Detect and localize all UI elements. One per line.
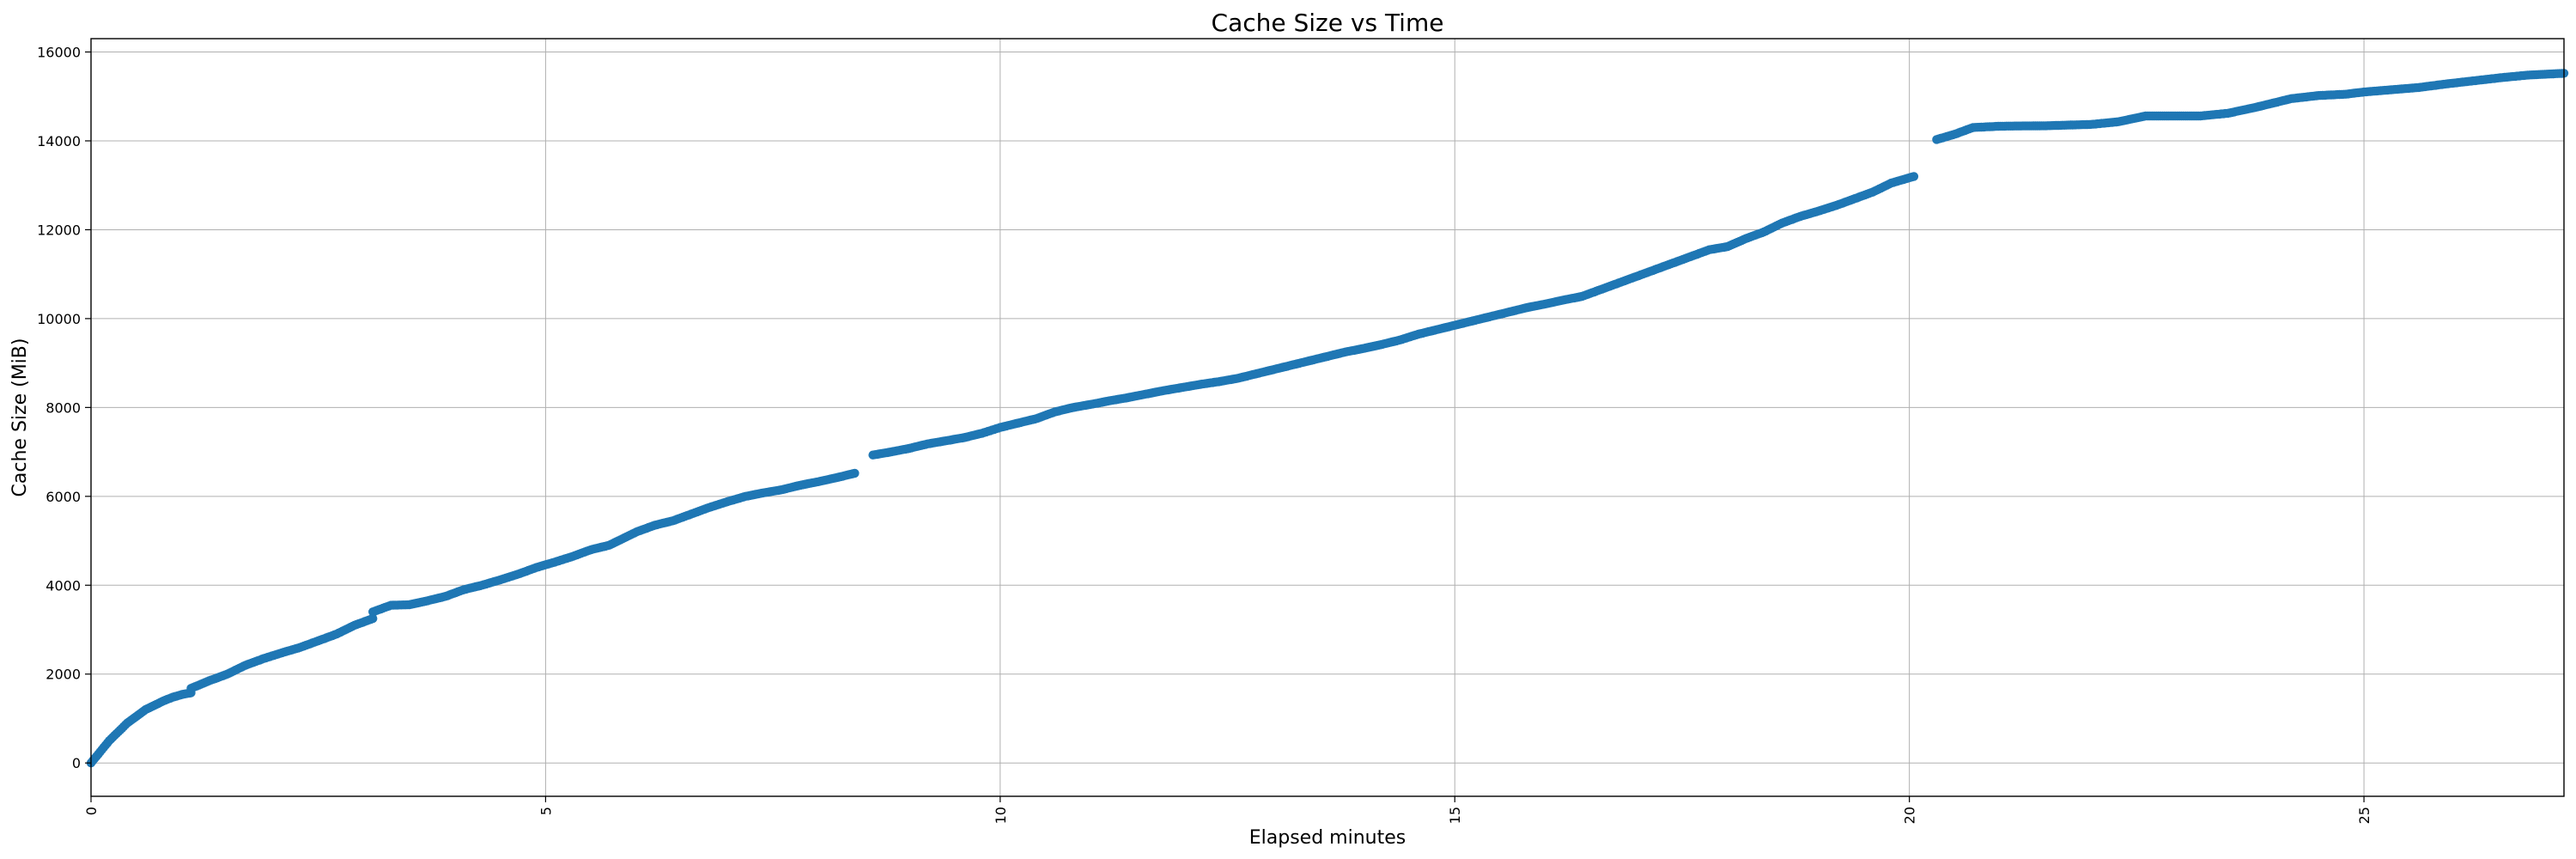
- chart-title: Cache Size vs Time: [1212, 9, 1444, 37]
- x-tick-label: 20: [1902, 807, 1918, 824]
- x-axis-ticks: 0 5 10 15 20 25: [83, 796, 2372, 824]
- x-tick-label: 0: [83, 807, 100, 815]
- y-tick-label: 14000: [37, 133, 81, 149]
- x-tick-label: 15: [1447, 807, 1463, 824]
- y-axis-label: Cache Size (MiB): [9, 338, 31, 497]
- data-segment: [1932, 69, 2569, 144]
- y-tick-label: 16000: [37, 45, 81, 61]
- x-axis-label: Elapsed minutes: [1249, 827, 1406, 849]
- data-point: [1909, 172, 1919, 181]
- plot-frame: [90, 38, 2565, 797]
- data-point: [850, 468, 860, 478]
- y-tick-label: 12000: [37, 222, 81, 238]
- y-tick-label: 10000: [37, 311, 81, 327]
- data-segment: [186, 613, 378, 693]
- data-series: [86, 69, 2569, 768]
- grid: [90, 39, 2564, 796]
- data-segment: [868, 172, 1919, 460]
- data-point: [368, 613, 378, 624]
- x-tick-label: 25: [2356, 807, 2372, 824]
- y-tick-label: 2000: [46, 667, 81, 683]
- y-tick-label: 6000: [46, 489, 81, 505]
- x-tick-label: 10: [993, 807, 1009, 824]
- x-tick-label: 5: [538, 807, 554, 815]
- data-segment: [86, 688, 196, 768]
- y-tick-label: 8000: [46, 399, 81, 416]
- data-segment: [368, 468, 860, 617]
- y-tick-label: 0: [72, 755, 81, 771]
- y-tick-label: 4000: [46, 577, 81, 594]
- y-axis-ticks: 0 2000 4000 6000 8000 10000 12000 14000 16000: [37, 45, 91, 771]
